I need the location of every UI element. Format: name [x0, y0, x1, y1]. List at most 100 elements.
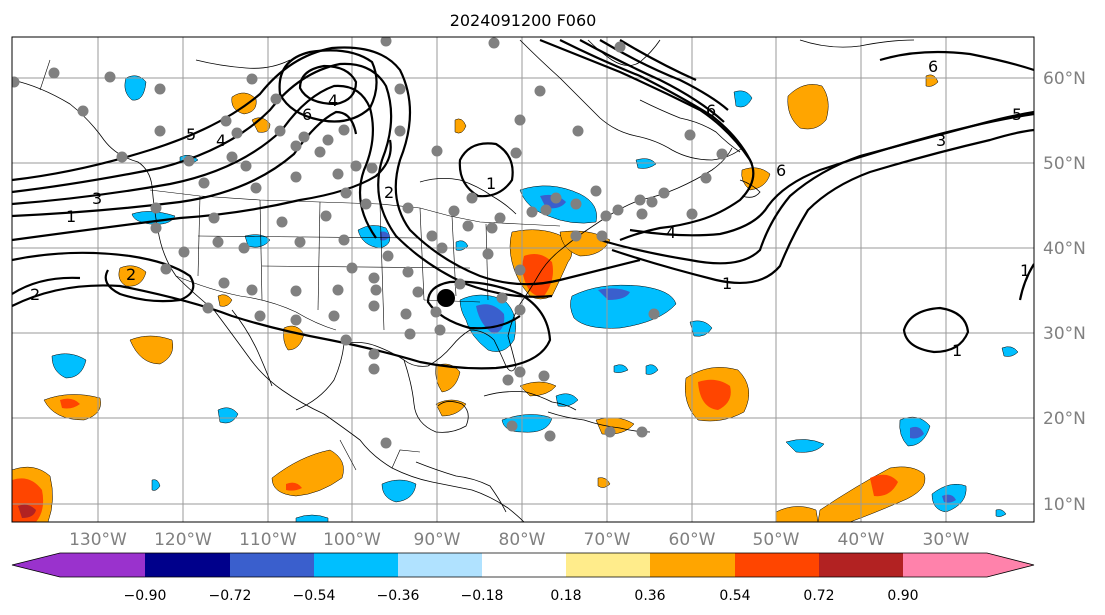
- anomaly-patch: [785, 439, 825, 453]
- obs-marker: [254, 310, 266, 322]
- obs-marker: [328, 310, 340, 322]
- obs-marker: [332, 168, 344, 180]
- obs-marker: [290, 285, 302, 297]
- obs-marker: [434, 324, 446, 336]
- anomaly-patch: [217, 294, 233, 307]
- anomaly-patch: [454, 118, 467, 134]
- anomaly-patch: [286, 482, 302, 491]
- obs-marker: [290, 171, 302, 183]
- obs-marker: [240, 160, 252, 172]
- obs-marker: [198, 177, 210, 189]
- anomaly-patch: [598, 288, 630, 300]
- graticule: [12, 37, 1034, 522]
- obs-marker: [430, 306, 442, 318]
- contour-labels: 1 1 1 1 1 2 2 2 3 3 4 4 4 5 5 6 6 6 6: [30, 57, 1030, 360]
- colorbar-segment: [12, 553, 60, 577]
- obs-marker: [380, 437, 392, 449]
- colorbar-outline: [11, 552, 1035, 578]
- anomaly-patch: [555, 393, 579, 407]
- anomaly-patch: [381, 479, 417, 503]
- obs-marker: [570, 198, 582, 210]
- obs-marker: [368, 300, 380, 312]
- colorbar: −0.90 −0.72 −0.54 −0.36 −0.18 0.18 0.36 …: [11, 552, 1035, 604]
- contour-label-3: 3: [936, 131, 946, 150]
- obs-marker: [12, 76, 20, 88]
- lon-label: 130°W: [69, 530, 127, 550]
- obs-marker: [208, 212, 220, 224]
- obs-marker: [572, 125, 584, 137]
- lon-label: 60°W: [669, 530, 716, 550]
- obs-marker: [514, 264, 526, 276]
- obs-marker: [526, 206, 538, 218]
- obs-marker: [394, 125, 406, 137]
- obs-marker: [514, 366, 526, 378]
- obs-marker: [716, 148, 728, 160]
- obs-marker: [368, 363, 380, 375]
- anomaly-patch: [910, 426, 924, 439]
- obs-marker: [183, 155, 195, 167]
- contour-label-4: 4: [328, 91, 338, 110]
- obs-marker: [394, 83, 406, 95]
- obs-marker: [436, 242, 448, 254]
- obs-marker: [488, 37, 500, 49]
- anomaly-patch: [870, 474, 898, 497]
- contour-label-5: 5: [186, 125, 196, 144]
- obs-marker: [382, 250, 394, 262]
- obs-marker: [77, 105, 89, 117]
- obs-marker: [544, 430, 556, 442]
- obs-marker: [402, 266, 414, 278]
- latitude-axis: 60°N 50°N 40°N 30°N 20°N 10°N: [1043, 69, 1086, 515]
- anomaly-patch: [435, 399, 467, 417]
- obs-marker: [570, 230, 582, 242]
- obs-marker: [658, 187, 670, 199]
- obs-marker: [314, 146, 326, 158]
- obs-marker: [494, 212, 506, 224]
- colorbar-segment: [987, 553, 1034, 577]
- obs-marker: [590, 185, 602, 197]
- anomaly-patch: [231, 92, 257, 115]
- colorbar-segment: [650, 553, 735, 577]
- contour-label-4: 4: [216, 131, 226, 150]
- obs-marker: [150, 202, 162, 214]
- obs-marker: [178, 246, 190, 258]
- obs-marker: [360, 198, 372, 210]
- obs-marker: [462, 220, 474, 232]
- obs-marker: [431, 145, 443, 157]
- shaded-anomalies: [12, 74, 1019, 522]
- colorbar-segment: [314, 553, 398, 577]
- anomaly-patch: [380, 231, 390, 241]
- obs-marker: [218, 277, 230, 289]
- anomaly-patch: [645, 364, 659, 375]
- obs-marker: [212, 236, 224, 248]
- anomaly-patch: [151, 479, 161, 491]
- contours: [12, 38, 1034, 370]
- obs-marker: [276, 216, 288, 228]
- obs-marker: [486, 222, 498, 234]
- lon-label: 110°W: [239, 530, 297, 550]
- colorbar-tick-label: 0.36: [634, 588, 665, 604]
- contour-label-1: 1: [952, 341, 962, 360]
- observation-markers: [12, 37, 728, 449]
- contour-label-2: 2: [30, 285, 40, 304]
- colorbar-tick-label: 0.90: [887, 588, 918, 604]
- obs-marker: [426, 230, 438, 242]
- obs-marker: [700, 172, 712, 184]
- obs-marker: [538, 370, 550, 382]
- obs-marker: [684, 129, 696, 141]
- colorbar-segment: [398, 553, 482, 577]
- lon-label: 50°W: [753, 530, 800, 550]
- anomaly-patch: [118, 265, 147, 287]
- figure-title: 2024091200 F060: [450, 11, 597, 30]
- obs-marker: [454, 278, 466, 290]
- lat-label: 50°N: [1043, 154, 1086, 174]
- anomaly-patch: [124, 75, 147, 101]
- contour-label-2: 2: [384, 183, 394, 202]
- map-area: 1 1 1 1 1 2 2 2 3 3 4 4 4 5 5 6 6 6 6: [12, 37, 1034, 522]
- lat-label: 20°N: [1043, 409, 1086, 429]
- colorbar-tick-label: 0.18: [550, 588, 581, 604]
- anomaly-patch: [295, 514, 329, 522]
- colorbar-segment: [566, 553, 650, 577]
- obs-marker: [370, 284, 382, 296]
- obs-marker: [402, 202, 414, 214]
